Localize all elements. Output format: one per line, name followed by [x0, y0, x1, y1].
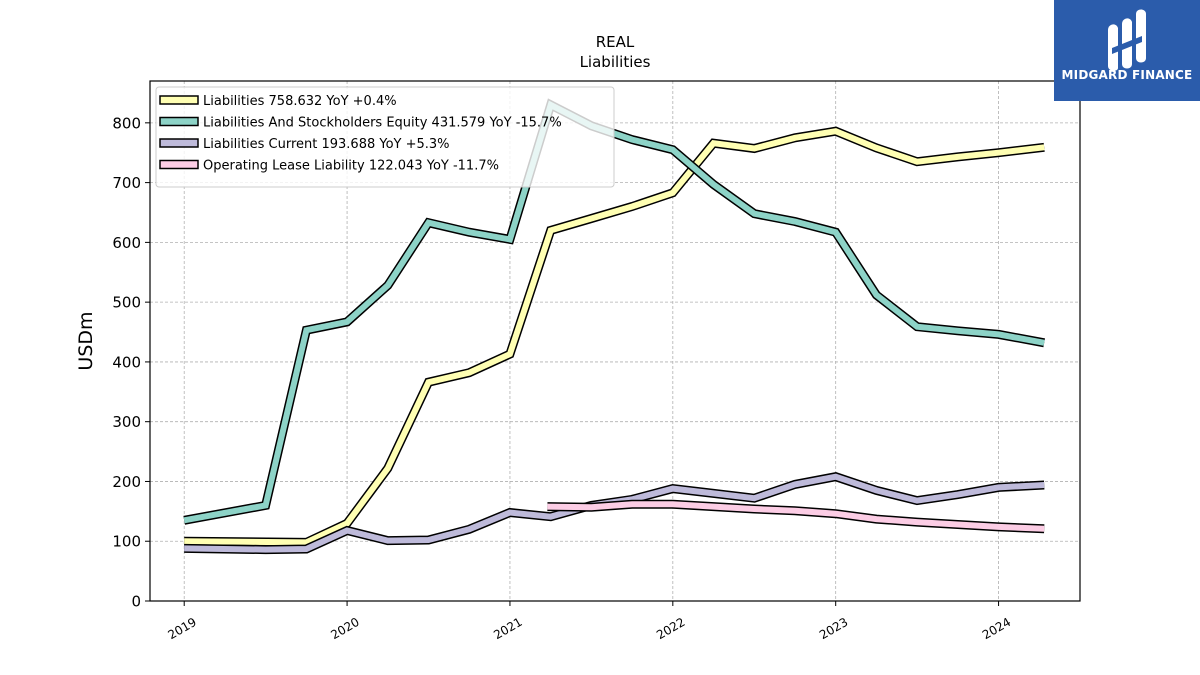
y-tick-label: 0 [131, 593, 141, 611]
x-tick-label: 2022 [654, 615, 687, 642]
series-group [183, 98, 1046, 555]
legend-entry-label: Operating Lease Liability 122.043 YoY -1… [203, 159, 499, 174]
legend-swatch [159, 95, 199, 105]
x-tick-label: 2024 [980, 615, 1013, 642]
plot-frame [149, 80, 1081, 602]
chart-subtitle: Liabilities [580, 53, 651, 71]
legend-entry-label: Liabilities And Stockholders Equity 431.… [203, 116, 562, 131]
y-axis: 0 100 200 300 400 500 600 700 800 [112, 114, 150, 611]
y-tick-label: 700 [112, 174, 141, 192]
y-tick-label: 500 [112, 294, 141, 312]
x-tick-label: 2021 [491, 615, 524, 642]
legend-swatch [159, 138, 199, 148]
y-tick-label: 300 [112, 413, 141, 431]
x-tick-label: 2019 [165, 615, 198, 642]
chart-title: REAL [596, 33, 635, 51]
y-axis-label: USDm [75, 311, 97, 370]
legend-swatch [159, 159, 199, 170]
legend-entry-label: Liabilities Current 193.688 YoY +5.3% [203, 137, 450, 152]
legend-swatch [159, 116, 199, 127]
x-tick-label: 2023 [817, 615, 850, 642]
y-tick-label: 400 [112, 353, 141, 371]
logo-mark-icon [1108, 9, 1146, 71]
series-line [183, 100, 1045, 524]
y-tick-label: 800 [112, 114, 141, 132]
legend-entry-label: Liabilities 758.632 YoY +0.4% [203, 94, 397, 109]
y-tick-label: 600 [112, 234, 141, 252]
series-line [184, 473, 1045, 553]
x-axis: 2019 2020 2021 2022 2023 2024 [165, 601, 1013, 642]
y-tick-label: 100 [112, 533, 141, 551]
y-tick-label: 200 [112, 473, 141, 491]
x-tick-label: 2020 [328, 615, 361, 642]
series-line-outline [184, 126, 1045, 547]
logo-text: MIDGARD FINANCE [1061, 68, 1193, 82]
series-line [547, 501, 1045, 532]
legend-box [155, 86, 615, 188]
series-line [184, 128, 1045, 546]
brand-logo: MIDGARD FINANCE [1054, 0, 1200, 101]
legend: Liabilities 758.632 YoY +0.4% Liabilities… [155, 86, 615, 188]
